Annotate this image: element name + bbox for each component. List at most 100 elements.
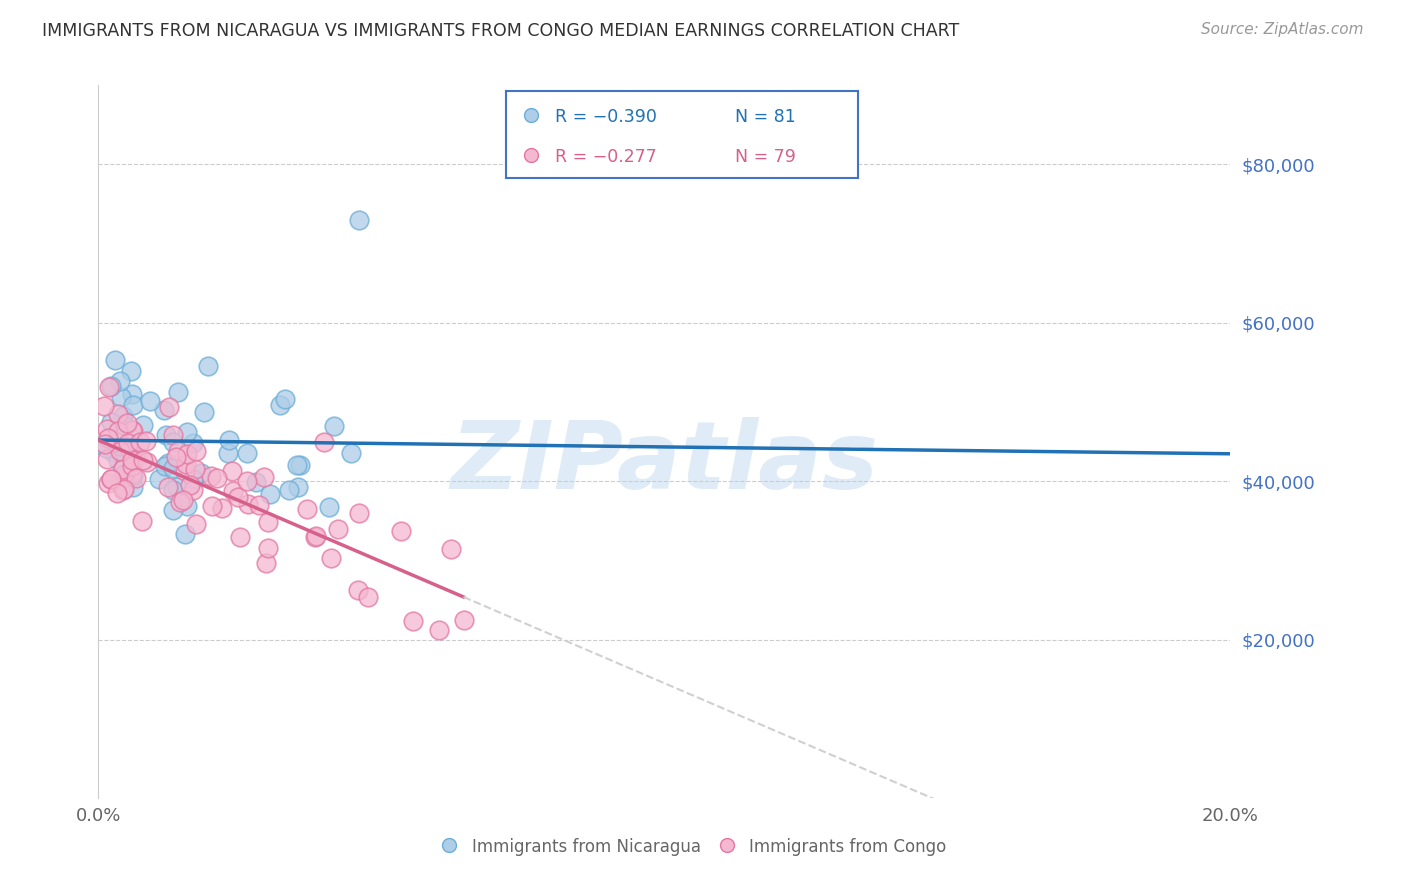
Point — [440, 541, 463, 556]
Point — [356, 591, 378, 605]
Point — [323, 419, 346, 434]
Point — [121, 424, 143, 438]
Point — [121, 387, 143, 401]
Point — [124, 450, 146, 464]
Point — [247, 498, 270, 512]
Point — [129, 435, 152, 450]
Point — [110, 439, 132, 453]
Point — [107, 453, 129, 467]
Point — [132, 417, 155, 432]
Point — [259, 487, 281, 501]
Point — [221, 464, 243, 478]
Point — [257, 541, 280, 555]
Point — [181, 483, 204, 497]
Point — [176, 446, 198, 460]
Point — [104, 352, 127, 367]
Point — [172, 492, 194, 507]
Point — [389, 524, 412, 538]
Point — [153, 458, 176, 473]
Point — [211, 501, 233, 516]
Point — [100, 378, 122, 392]
Point — [186, 517, 208, 532]
Point — [162, 427, 184, 442]
Point — [181, 472, 204, 486]
Point — [287, 480, 309, 494]
Point — [122, 424, 145, 438]
Point — [347, 506, 370, 520]
Point — [114, 418, 136, 433]
Point — [253, 470, 276, 484]
Point — [228, 490, 250, 504]
Point — [121, 467, 143, 481]
Point — [121, 453, 143, 467]
Point — [139, 394, 162, 409]
Point — [110, 391, 132, 405]
Text: Immigrants from Congo: Immigrants from Congo — [749, 838, 946, 855]
Point — [148, 472, 170, 486]
Point — [218, 433, 240, 447]
Point — [312, 434, 335, 449]
Point — [97, 431, 120, 445]
Text: R = −0.390: R = −0.390 — [555, 108, 657, 126]
Point — [152, 403, 174, 417]
Point — [257, 515, 280, 529]
Point — [200, 468, 222, 483]
Point — [520, 148, 543, 162]
Point — [105, 485, 128, 500]
Point — [169, 494, 191, 508]
Point — [122, 469, 145, 483]
Point — [118, 443, 141, 458]
Point — [520, 107, 543, 121]
Point — [131, 515, 153, 529]
Point — [229, 530, 252, 544]
Point — [245, 475, 267, 490]
Point — [166, 384, 188, 399]
Point — [205, 471, 228, 485]
Point — [184, 444, 207, 458]
Point — [155, 428, 177, 442]
Point — [453, 613, 475, 627]
Point — [162, 460, 184, 475]
Text: Source: ZipAtlas.com: Source: ZipAtlas.com — [1201, 22, 1364, 37]
Point — [179, 478, 201, 492]
Point — [181, 436, 204, 450]
Point — [254, 556, 277, 570]
Point — [340, 446, 363, 460]
Point — [176, 425, 198, 440]
Point — [117, 436, 139, 450]
Point — [101, 445, 124, 459]
Point — [107, 424, 129, 438]
Point — [97, 476, 120, 491]
Point — [112, 467, 135, 481]
Point — [104, 434, 127, 449]
Point — [173, 464, 195, 478]
Point — [222, 483, 245, 498]
Point — [167, 443, 190, 458]
Point — [121, 480, 143, 494]
Point — [162, 434, 184, 449]
Point — [100, 472, 122, 486]
Point — [274, 392, 297, 407]
Point — [304, 530, 326, 544]
Point — [162, 502, 184, 516]
Point — [277, 483, 299, 497]
Point — [269, 398, 291, 412]
Point — [118, 443, 141, 458]
Point — [112, 482, 135, 496]
Point — [93, 399, 115, 413]
Point — [114, 470, 136, 484]
Text: Immigrants from Nicaragua: Immigrants from Nicaragua — [472, 838, 702, 855]
Point — [190, 466, 212, 480]
Point — [183, 462, 205, 476]
Point — [115, 416, 138, 430]
Point — [347, 212, 370, 227]
Point — [174, 457, 197, 471]
Point — [402, 614, 425, 628]
Point — [193, 404, 215, 418]
Point — [162, 483, 184, 497]
Text: ZIPatlas: ZIPatlas — [450, 417, 879, 509]
Point — [121, 459, 143, 474]
Point — [157, 480, 180, 494]
Point — [112, 409, 135, 424]
Point — [122, 398, 145, 412]
